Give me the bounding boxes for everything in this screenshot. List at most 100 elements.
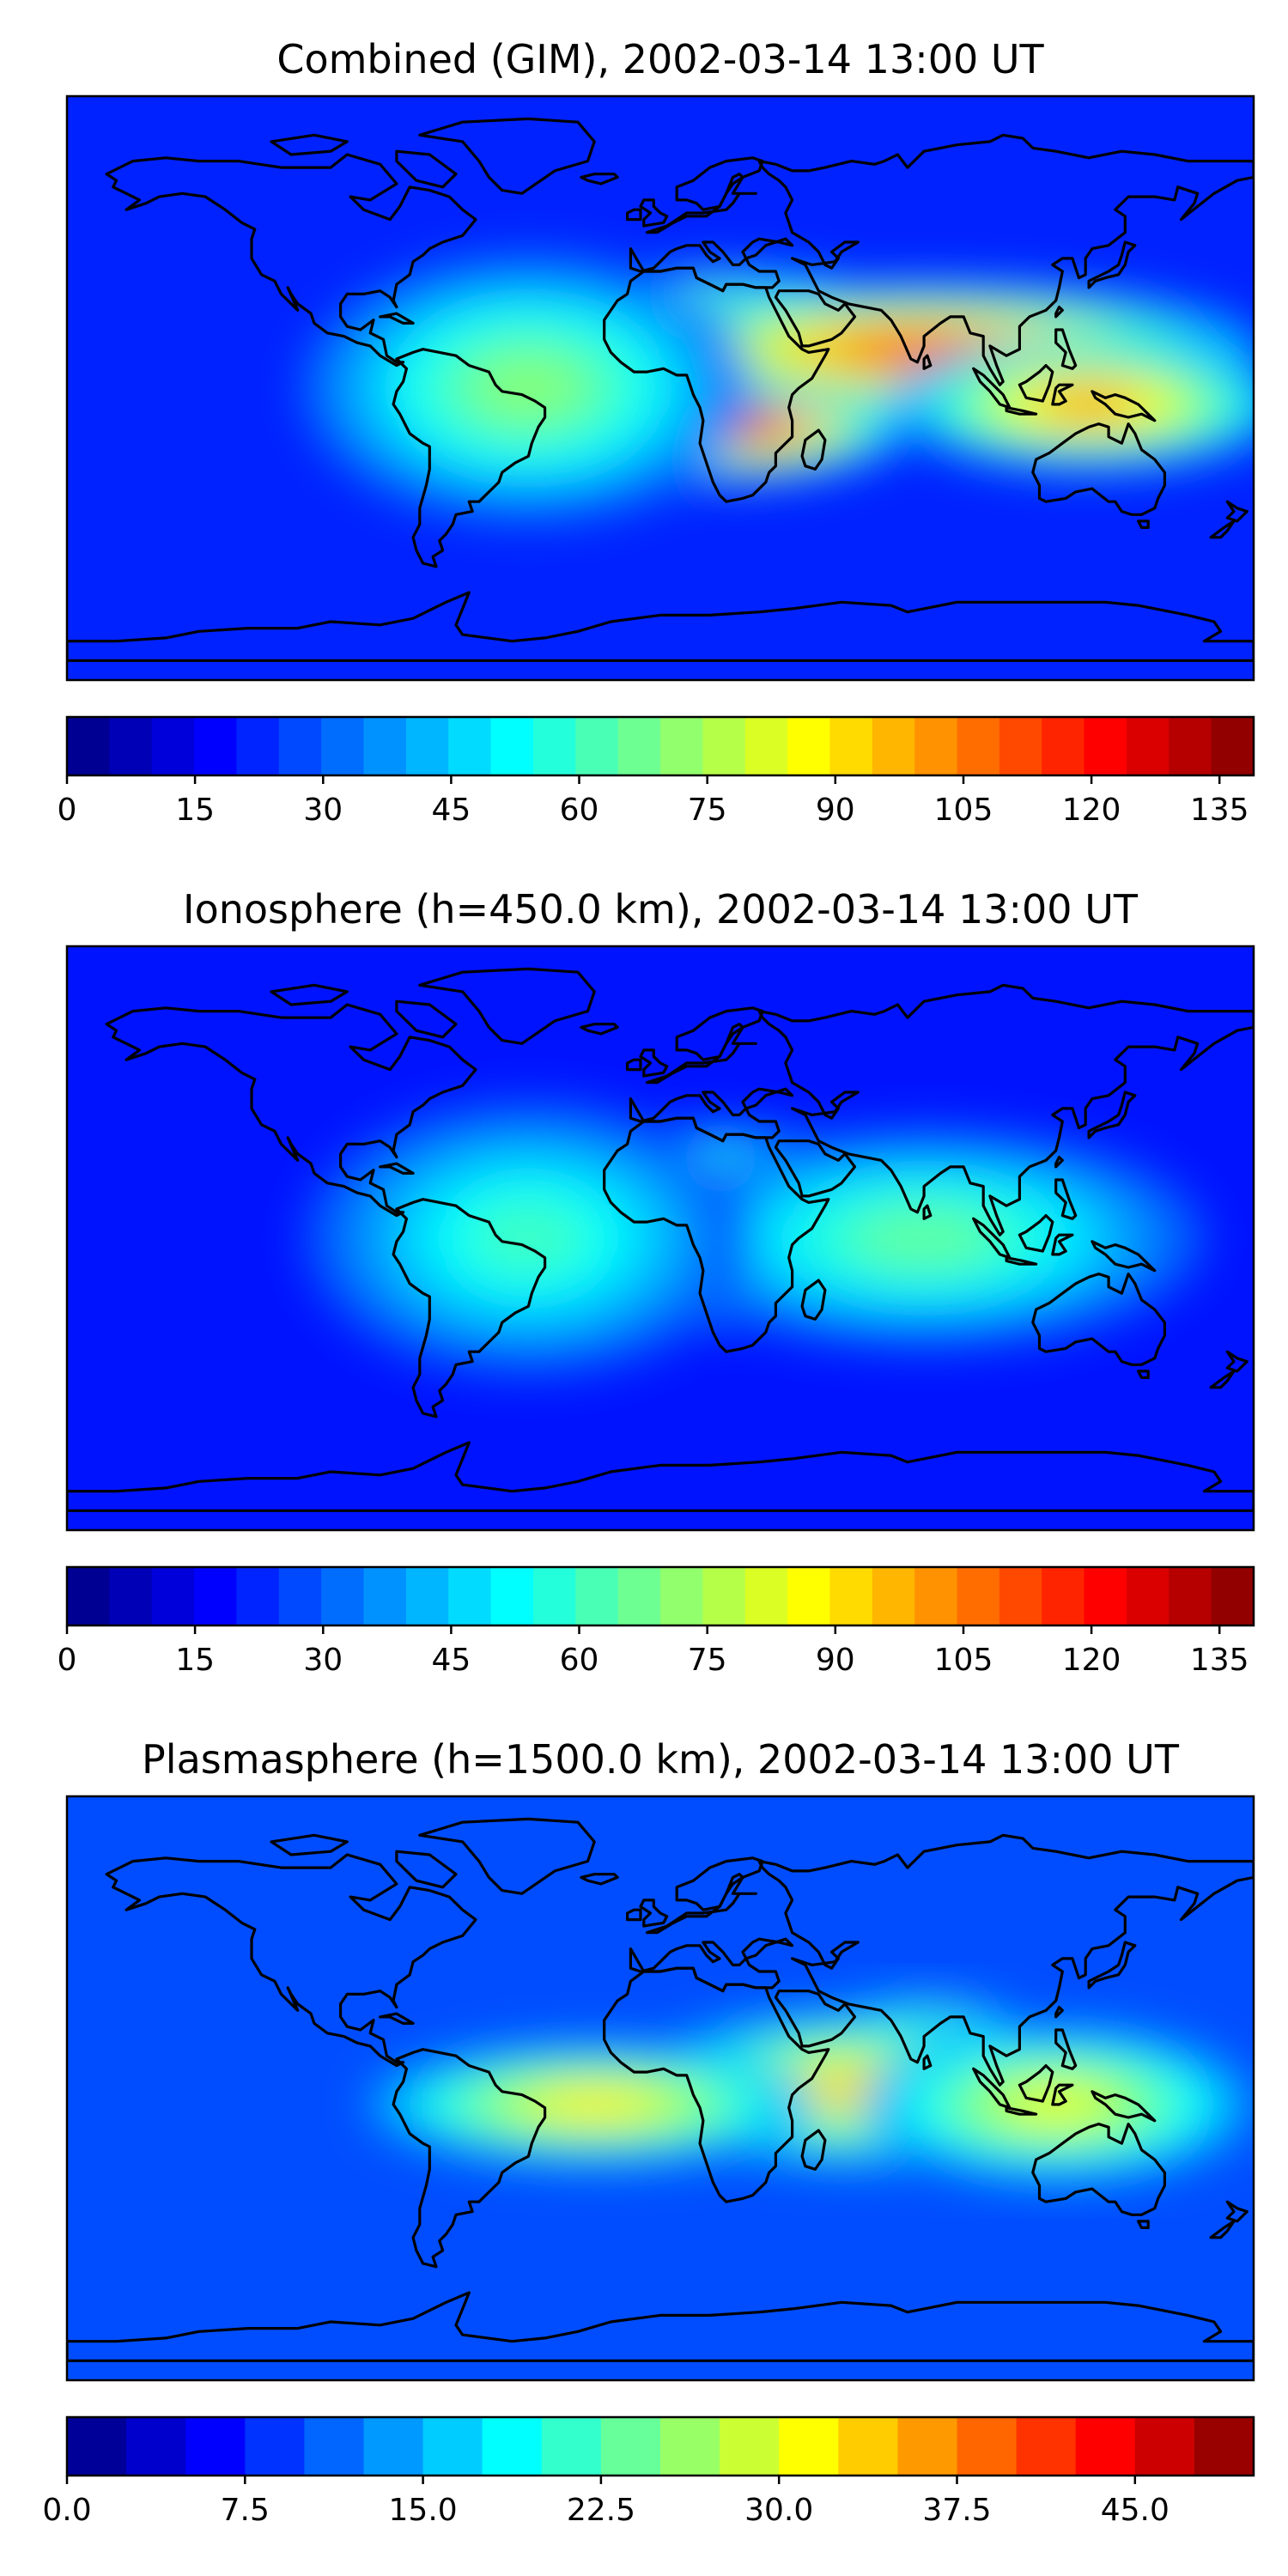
coastline-sulawesi: [1051, 1233, 1074, 1256]
coastline-arctic-islands: [270, 1833, 349, 1856]
colorbar-tick-label: 90: [816, 793, 855, 828]
colorbar-level: [744, 1567, 788, 1625]
coastline-taiwan: [1054, 2006, 1064, 2019]
colorbar-level: [541, 2417, 602, 2476]
colorbar-tick-label: 15: [175, 793, 215, 828]
coastline-asia: [757, 133, 1254, 386]
map-frame-plasmasphere: [65, 1795, 1255, 2382]
colorbar-tick-label: 90: [816, 1643, 855, 1678]
coastline-asia: [757, 1833, 1254, 2087]
colorbar-level: [236, 717, 280, 775]
colorbar-tick-label: 30: [303, 1643, 343, 1678]
coastline-britain: [639, 1899, 669, 1928]
colorbar-frame: [65, 1565, 1255, 1627]
colorbar-plasmasphere: 0.0 7.5 15.0 22.5 30.0 37.5 45.0: [42, 2415, 1255, 2528]
colorbar-level: [126, 2417, 186, 2476]
colorbar-level: [660, 1567, 703, 1625]
coastline-iceland: [580, 1023, 619, 1036]
colorbar-level: [999, 717, 1042, 775]
coastline-philippines: [1054, 1178, 1078, 1220]
colorbar-level: [1042, 717, 1085, 775]
heat-region-5: [469, 353, 588, 423]
coastline-ireland: [626, 1908, 642, 1922]
colorbar-level: [236, 1567, 280, 1625]
colorbar-level: [109, 1567, 153, 1625]
colorbar-level: [999, 1567, 1042, 1625]
coastline-north-europe: [646, 173, 757, 234]
colorbar-level: [321, 1567, 365, 1625]
coastline-north-america: [105, 1853, 477, 2068]
colorbar-level: [405, 1567, 449, 1625]
coastline-java: [1005, 2106, 1038, 2116]
colorbar-level: [185, 2417, 246, 2476]
colorbar-level: [600, 2417, 661, 2476]
colorbar-level: [1126, 1567, 1170, 1625]
colorbar-level: [1169, 717, 1212, 775]
colorbar-level: [482, 2417, 543, 2476]
colorbar-level: [321, 717, 365, 775]
colorbar-level: [660, 2417, 720, 2476]
colorbar-ionosphere: 0 15 30 45 60 75 90 105 120 135: [58, 1565, 1255, 1678]
colorbar-level: [1075, 2417, 1136, 2476]
coastline-scandinavia: [675, 1006, 764, 1061]
colorbar-level: [617, 717, 661, 775]
coastline-britain: [639, 1048, 669, 1078]
colorbar-level: [278, 1567, 322, 1625]
coastline-britain: [639, 198, 669, 228]
map-ionosphere: [65, 945, 1255, 1532]
colorbar-tick-label: 45: [431, 1643, 471, 1678]
colorbar-level: [1134, 2417, 1195, 2476]
coastline-sumatra: [972, 367, 1012, 410]
colorbar-level: [897, 2417, 958, 2476]
coastline-tasmania: [1137, 2220, 1150, 2229]
colorbar-tick-label: 105: [934, 793, 993, 828]
colorbar-level: [575, 1567, 619, 1625]
coastline-japan: [1087, 1941, 1137, 1990]
coastline-philippines: [1054, 328, 1078, 370]
colorbar-level: [194, 717, 238, 775]
colorbar-tick-label: 15: [175, 1643, 215, 1678]
colorbar-tick-label: 45: [431, 793, 471, 828]
coastline-sumatra: [972, 2067, 1012, 2110]
colorbar-level: [448, 717, 492, 775]
coastline-scandinavia: [675, 156, 764, 211]
coastline-tasmania: [1137, 1370, 1150, 1379]
coastline-new-zealand-south: [1209, 519, 1236, 539]
coastline-north-america: [105, 153, 477, 368]
coastline-africa: [603, 266, 830, 503]
coastline-greenland: [418, 117, 596, 195]
coastline-borneo: [1018, 364, 1054, 403]
coastline-iceland: [580, 1873, 619, 1886]
colorbar-tick-label: 30.0: [744, 2493, 813, 2528]
colorbar-level: [787, 1567, 831, 1625]
panel-combined: Combined (GIM), 2002-03-14 13:00 UT 0 15 3…: [58, 36, 1255, 828]
colorbar-level: [448, 1567, 492, 1625]
coastline-australia: [1031, 1273, 1166, 1366]
colorbar-level: [1211, 1567, 1255, 1625]
heat-region-3: [849, 1209, 999, 1267]
colorbar-level: [151, 717, 195, 775]
colorbar-level: [744, 717, 788, 775]
colorbar-level: [957, 717, 1000, 775]
map-frame-combined: [65, 94, 1255, 682]
coastline-new-guinea: [1091, 1240, 1157, 1273]
colorbar-tick-label: 60: [560, 1643, 599, 1678]
coastline-new-zealand: [1225, 2200, 1249, 2223]
colorbar-level: [67, 1567, 110, 1625]
coastline-sri-lanka: [922, 2054, 933, 2070]
colorbar-level: [872, 1567, 915, 1625]
colorbar-level: [109, 717, 153, 775]
map-combined: [65, 94, 1255, 682]
coastline-antarctica: [67, 2291, 1254, 2362]
heat-region-4: [469, 1201, 588, 1275]
colorbar-level: [1084, 717, 1127, 775]
coastline-australia: [1031, 422, 1166, 516]
coastline-greenland: [418, 967, 596, 1045]
coastline-south-america: [392, 1198, 547, 1419]
colorbar-level: [1194, 2417, 1255, 2476]
coastline-japan: [1087, 240, 1137, 289]
colorbar-level: [838, 2417, 898, 2476]
coastline-new-zealand: [1225, 1350, 1249, 1373]
coastline-north-europe: [646, 1873, 757, 1935]
